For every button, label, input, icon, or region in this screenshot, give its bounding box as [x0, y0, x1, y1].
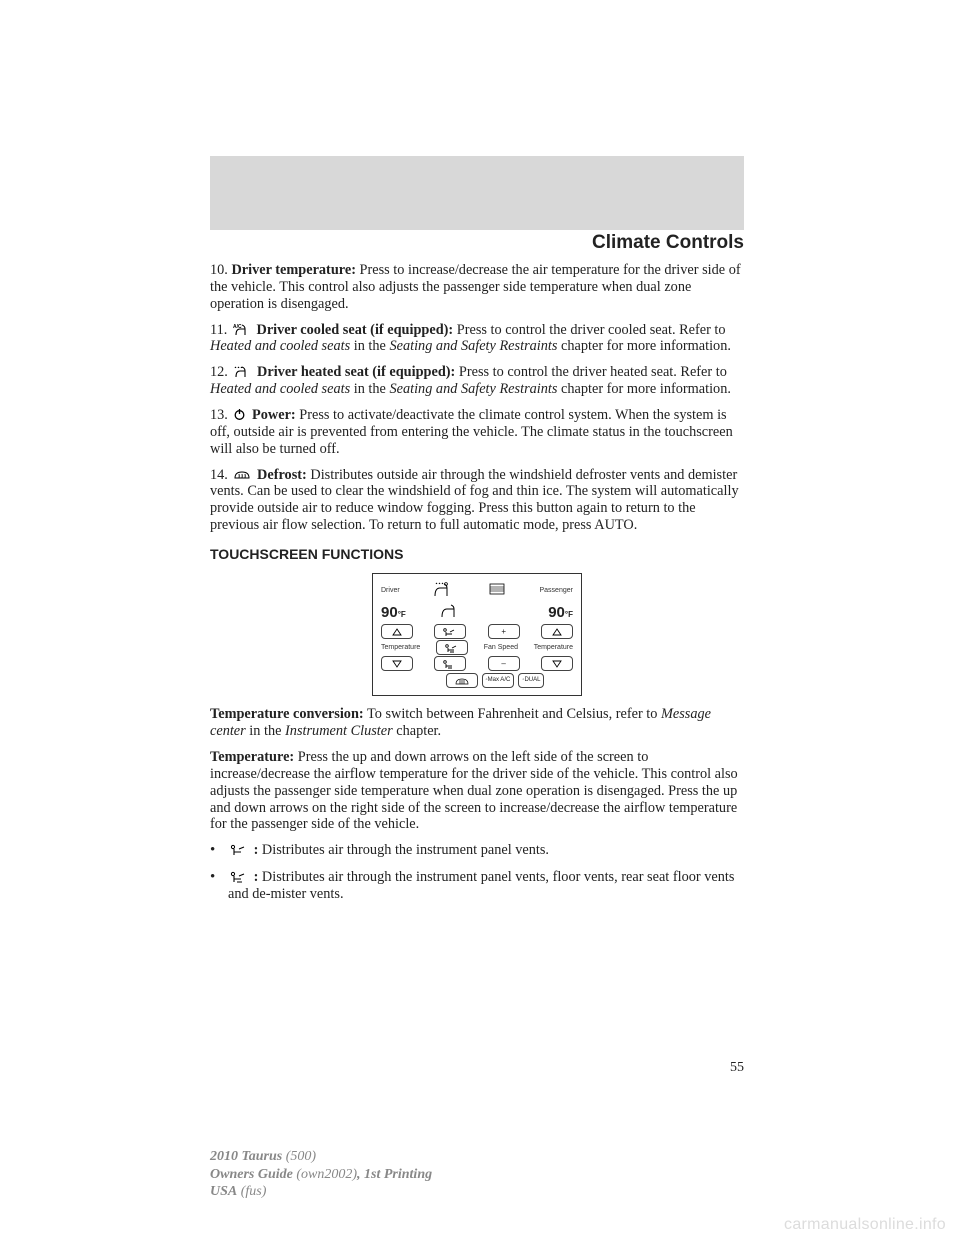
temp-label: Temperature	[381, 644, 420, 652]
header-gray-block	[210, 156, 744, 230]
footer-model: 2010 Taurus	[210, 1149, 282, 1164]
item-em: Seating and Safety Restraints	[389, 338, 557, 354]
footer-code: (500)	[282, 1149, 316, 1164]
page-number: 55	[730, 1060, 744, 1076]
driver-label: Driver	[381, 587, 400, 595]
passenger-down-button	[541, 656, 573, 671]
para-em: Instrument Cluster	[285, 723, 393, 739]
seat-cool-icon	[439, 602, 461, 623]
touchscreen-diagram: Driver Passenger 90°F 90°F +	[210, 573, 744, 697]
driver-temp: 90°F	[381, 604, 406, 622]
bullet-text: Distributes air through the instrument p…	[258, 842, 549, 858]
temperature-para: Temperature: Press the up and down arrow…	[210, 749, 744, 833]
temp-label-r: Temperature	[534, 644, 573, 652]
item-text: Press to control the driver heated seat.…	[455, 364, 727, 380]
item-text: chapter for more information.	[557, 338, 730, 354]
driver-up-button	[381, 624, 413, 639]
item-label: Power:	[252, 407, 296, 423]
driver-down-button	[381, 656, 413, 671]
floor-defrost-button	[446, 673, 478, 688]
item-label: Driver temperature:	[231, 262, 356, 278]
diagram-box: Driver Passenger 90°F 90°F +	[372, 573, 582, 697]
footer-code: (own2002)	[293, 1167, 357, 1182]
item-label: Defrost:	[257, 467, 307, 483]
max-ac-button: ◦ Max A/C	[482, 673, 515, 688]
power-icon	[233, 408, 246, 421]
defrost-icon	[233, 468, 251, 481]
rear-defrost-icon	[487, 581, 507, 602]
item-text: chapter for more information.	[557, 381, 730, 397]
item-em: Heated and cooled seats	[210, 338, 350, 354]
item-number: 14.	[210, 467, 228, 483]
content-area: 10. Driver temperature: Press to increas…	[210, 262, 744, 913]
panel-vent-icon	[230, 844, 248, 856]
item-number: 11.	[210, 322, 227, 338]
page: Climate Controls 10. Driver temperature:…	[0, 0, 960, 1242]
para-text: chapter.	[393, 723, 441, 739]
cooled-seat-icon: A/C	[233, 322, 251, 336]
para-text: in the	[246, 723, 285, 739]
para-text: To switch between Fahrenheit and Celsius…	[364, 706, 661, 722]
bullet-text: Distributes air through the instrument p…	[228, 869, 734, 902]
item-12: 12. Driver heated seat (if equipped): Pr…	[210, 364, 744, 398]
footer-printing: , 1st Printing	[357, 1167, 432, 1182]
footer-region: USA	[210, 1184, 237, 1199]
item-number: 13.	[210, 407, 228, 423]
fan-minus-button: –	[488, 656, 520, 671]
passenger-up-button	[541, 624, 573, 639]
item-em: Heated and cooled seats	[210, 381, 350, 397]
heated-seat-icon	[233, 364, 251, 378]
item-label: Driver heated seat (if equipped):	[257, 364, 455, 380]
item-label: Driver cooled seat (if equipped):	[257, 322, 454, 338]
bullet-list: : Distributes air through the instrument…	[210, 842, 744, 903]
bullet-item: : Distributes air through the instrument…	[210, 869, 744, 903]
item-13: 13. Power: Press to activate/deactivate …	[210, 407, 744, 458]
panel-floor-button	[436, 640, 468, 655]
item-10: 10. Driver temperature: Press to increas…	[210, 262, 744, 313]
footer: 2010 Taurus (500) Owners Guide (own2002)…	[210, 1148, 432, 1201]
fan-plus-button: +	[488, 624, 520, 639]
footer-guide: Owners Guide	[210, 1167, 293, 1182]
item-number: 10.	[210, 262, 228, 278]
touchscreen-heading: TOUCHSCREEN FUNCTIONS	[210, 546, 744, 563]
item-text: in the	[350, 338, 389, 354]
panel-floor-vent-icon	[230, 871, 248, 883]
para-label: Temperature:	[210, 749, 294, 765]
temp-conversion-para: Temperature conversion: To switch betwee…	[210, 706, 744, 740]
item-number: 12.	[210, 364, 228, 380]
footer-code: (fus)	[237, 1184, 266, 1199]
bullet-item: : Distributes air through the instrument…	[210, 842, 744, 859]
seat-heat-icon	[432, 581, 454, 602]
passenger-temp: 90°F	[548, 604, 573, 622]
item-11: 11. A/C Driver cooled seat (if equipped)…	[210, 322, 744, 356]
passenger-label: Passenger	[540, 587, 573, 595]
para-label: Temperature conversion:	[210, 706, 364, 722]
watermark: carmanualsonline.info	[784, 1216, 946, 1234]
dual-button: ◦ DUAL	[518, 673, 544, 688]
section-title: Climate Controls	[592, 232, 744, 254]
item-text: Press to control the driver cooled seat.…	[453, 322, 725, 338]
panel-vent-button	[434, 624, 466, 639]
floor-button	[434, 656, 466, 671]
fan-label: Fan Speed	[484, 644, 518, 652]
item-text: in the	[350, 381, 389, 397]
item-14: 14. Defrost: Distributes outside air thr…	[210, 467, 744, 534]
item-em: Seating and Safety Restraints	[389, 381, 557, 397]
